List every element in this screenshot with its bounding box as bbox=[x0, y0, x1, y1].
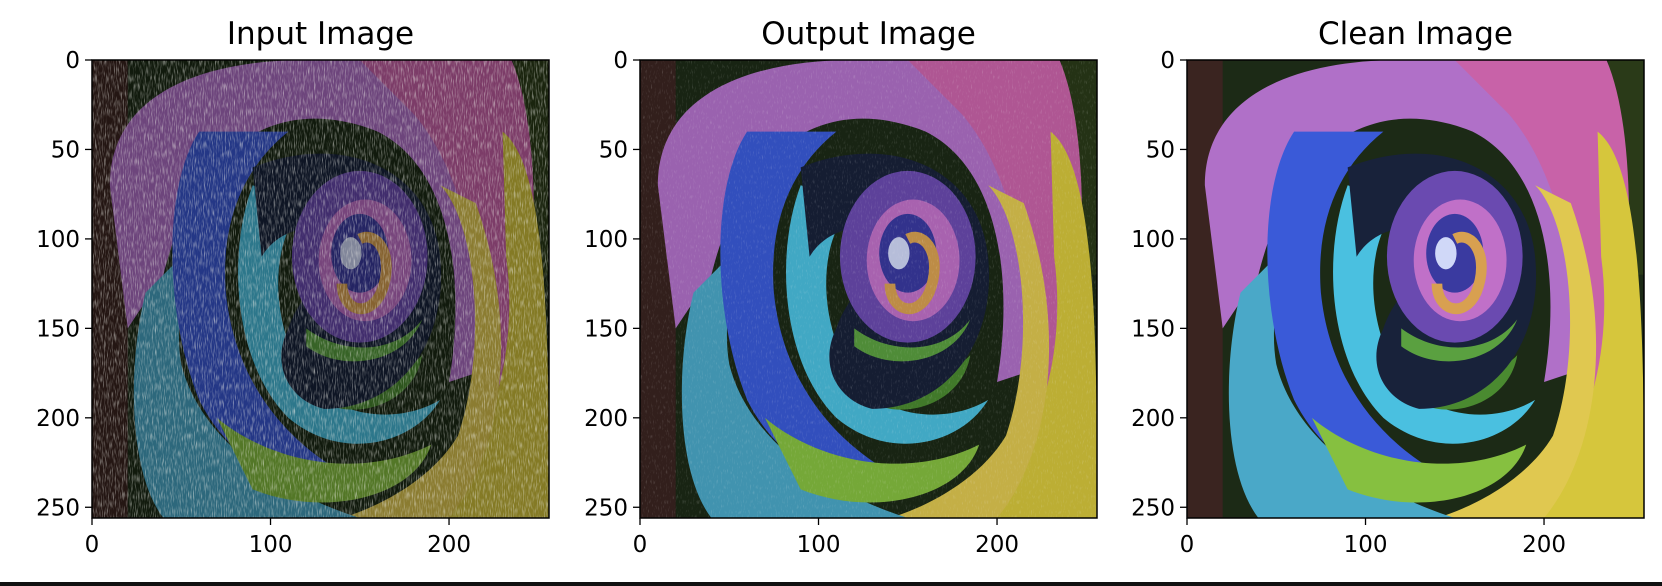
y-tick-label: 50 bbox=[1146, 137, 1175, 163]
x-tick-label: 0 bbox=[633, 532, 648, 558]
y-tick-label: 50 bbox=[599, 137, 628, 163]
panel-clean: Clean Image 0 100 200 0 50 100 150 200 250 bbox=[1131, 16, 1645, 558]
panel-input: Input Image 0 100 200 0 50 100 150 200 250 bbox=[36, 16, 550, 558]
y-tick-label: 0 bbox=[1160, 48, 1175, 74]
rose-image bbox=[1187, 60, 1644, 518]
rose-image bbox=[92, 60, 549, 518]
y-tick-label: 250 bbox=[584, 495, 628, 521]
panel-title: Output Image bbox=[761, 16, 976, 52]
y-tick-label: 250 bbox=[36, 495, 80, 521]
y-tick-label: 0 bbox=[65, 48, 80, 74]
y-tick-label: 100 bbox=[1131, 227, 1175, 253]
y-tick-label: 150 bbox=[1131, 316, 1175, 342]
x-tick-label: 100 bbox=[249, 532, 293, 558]
x-tick-label: 0 bbox=[1180, 532, 1195, 558]
x-tick-label: 200 bbox=[975, 532, 1019, 558]
axes-frame bbox=[91, 59, 550, 519]
y-tick-label: 100 bbox=[584, 227, 628, 253]
x-tick-label: 100 bbox=[797, 532, 841, 558]
y-tick-label: 200 bbox=[584, 406, 628, 432]
y-tick-label: 100 bbox=[36, 227, 80, 253]
panel-output: Output Image 0 100 200 0 50 100 150 200 250 bbox=[584, 16, 1098, 558]
y-tick-label: 50 bbox=[51, 137, 80, 163]
x-tick-label: 0 bbox=[85, 532, 100, 558]
y-tick-label: 150 bbox=[36, 316, 80, 342]
bottom-border bbox=[0, 582, 1662, 586]
x-tick-label: 100 bbox=[1344, 532, 1388, 558]
axes-frame bbox=[639, 59, 1098, 519]
y-tick-label: 0 bbox=[613, 48, 628, 74]
y-tick-label: 200 bbox=[36, 406, 80, 432]
rose-image bbox=[640, 60, 1097, 518]
x-tick-label: 200 bbox=[427, 532, 471, 558]
y-tick-label: 150 bbox=[584, 316, 628, 342]
y-tick-label: 250 bbox=[1131, 495, 1175, 521]
axes-frame bbox=[1186, 59, 1645, 519]
panel-title: Input Image bbox=[227, 16, 414, 52]
panel-title: Clean Image bbox=[1318, 16, 1513, 52]
y-tick-label: 200 bbox=[1131, 406, 1175, 432]
x-tick-label: 200 bbox=[1522, 532, 1566, 558]
